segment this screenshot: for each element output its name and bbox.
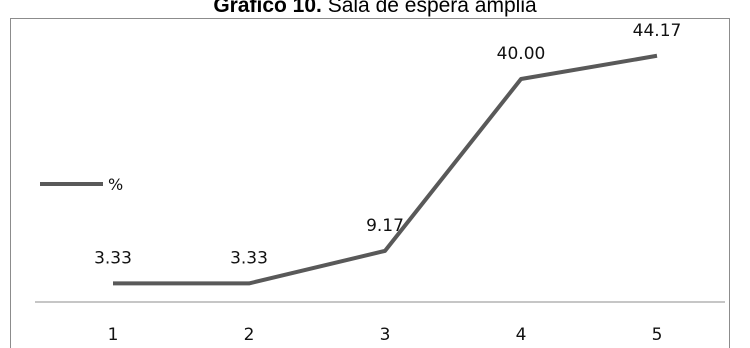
x-tick-label: 3 xyxy=(380,325,391,345)
x-tick-label: 1 xyxy=(108,325,119,345)
x-tick-label: 5 xyxy=(652,325,663,345)
series-line xyxy=(113,53,658,286)
x-tick-label: 2 xyxy=(244,325,255,345)
data-label: 9.17 xyxy=(366,216,404,236)
chart-title-rest: Sala de espera amplia xyxy=(321,0,537,17)
series-layer xyxy=(113,53,658,286)
data-label: 3.33 xyxy=(230,248,268,268)
chart-title-bold: Gráfico 10. xyxy=(213,0,322,17)
data-label: 44.17 xyxy=(633,21,682,41)
data-label: 3.33 xyxy=(94,248,132,268)
chart-title: Gráfico 10. Sala de espera amplia xyxy=(0,0,750,18)
x-tick-labels: 1 2 3 4 5 xyxy=(108,325,663,345)
x-tick-label: 4 xyxy=(516,325,527,345)
legend: % xyxy=(40,175,123,194)
legend-label: % xyxy=(108,175,123,194)
data-labels: 3.33 3.33 9.17 40.00 44.17 xyxy=(94,21,681,269)
data-label: 40.00 xyxy=(497,44,546,64)
chart-frame xyxy=(10,18,730,348)
